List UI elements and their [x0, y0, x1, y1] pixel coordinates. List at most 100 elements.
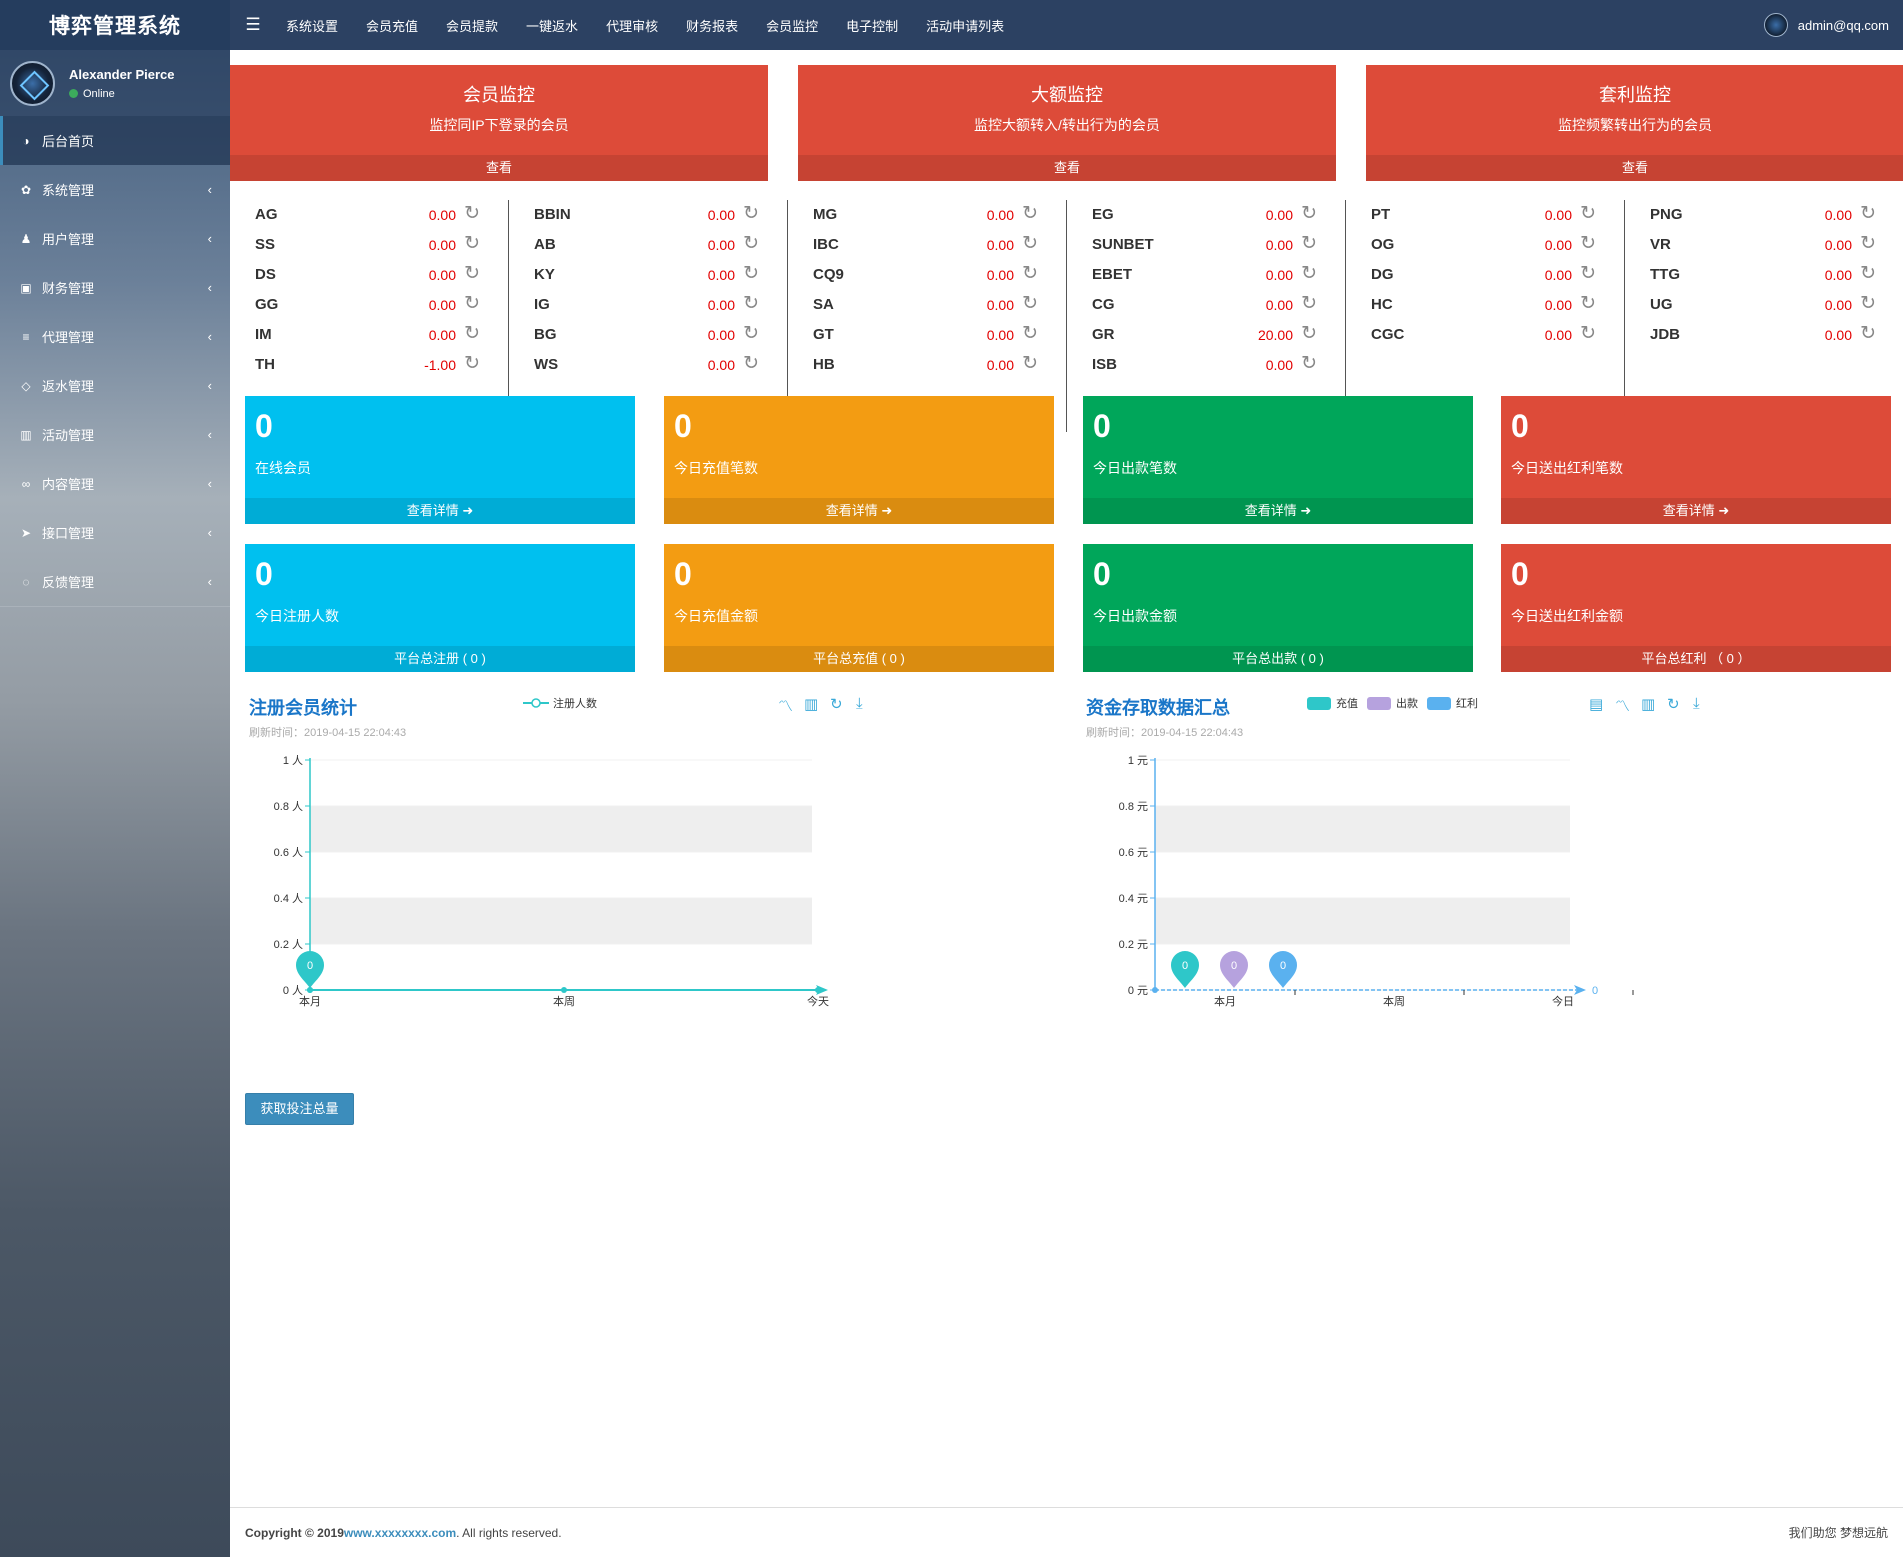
stat-footer-link[interactable]: 平台总出款 ( 0 ) — [1083, 646, 1473, 672]
line-chart-icon[interactable]: 〽 — [778, 698, 794, 715]
sidebar-item-code[interactable]: ◇ 返水管理 ‹ — [0, 361, 230, 410]
nav-link[interactable]: 代理审核 — [606, 18, 659, 34]
nav-link[interactable]: 会员充值 — [366, 18, 419, 34]
stat-footer-link[interactable]: 查看详情 ➜ — [1083, 498, 1473, 524]
refresh-icon[interactable]: ↻ — [1022, 233, 1038, 254]
reg-chart-legend[interactable]: 注册人数 — [523, 695, 597, 711]
bar-chart-icon[interactable]: ▥ — [804, 696, 819, 713]
monitor-view-button[interactable]: 查看 — [798, 155, 1336, 181]
refresh-icon[interactable]: ↻ — [464, 233, 480, 254]
chevron-left-icon: ‹ — [207, 525, 212, 540]
sidebar-item-list[interactable]: ≡ 代理管理 ‹ — [0, 312, 230, 361]
fund-chart-canvas: 0 元 0.2 元 0.4 元 0.6 元 0.8 元 1 元 0 本月 本周 今日 0 0 0 — [1119, 755, 1634, 1008]
refresh-icon[interactable]: ↻ — [743, 353, 759, 374]
refresh-icon[interactable]: ↻ — [1022, 263, 1038, 284]
refresh-icon[interactable]: ↻ — [1580, 233, 1596, 254]
refresh-icon[interactable]: ↻ — [1860, 293, 1876, 314]
y-tick-label: 0.8 人 — [274, 800, 303, 813]
refresh-icon[interactable]: ↻ — [1580, 323, 1596, 344]
refresh-icon[interactable]: ↻ — [1580, 263, 1596, 284]
refresh-icon[interactable]: ↻ — [1667, 696, 1680, 713]
refresh-icon[interactable]: ↻ — [464, 323, 480, 344]
game-row: BBIN 0.00 ↻ — [509, 200, 787, 230]
refresh-icon[interactable]: ↻ — [1580, 203, 1596, 224]
game-balance: 0.00 — [1544, 237, 1572, 253]
nav-link[interactable]: 会员监控 — [766, 18, 819, 34]
refresh-icon[interactable]: ↻ — [1301, 353, 1317, 374]
refresh-icon[interactable]: ↻ — [743, 233, 759, 254]
refresh-icon[interactable]: ↻ — [1301, 263, 1317, 284]
refresh-icon[interactable]: ↻ — [1022, 353, 1038, 374]
sidebar-item-gear[interactable]: ✿ 系统管理 ‹ — [0, 165, 230, 214]
legend-swatch[interactable] — [1307, 696, 1331, 710]
nav-link[interactable]: 电子控制 — [846, 18, 899, 34]
refresh-icon[interactable]: ↻ — [1301, 323, 1317, 344]
sidebar-item-link[interactable]: ∞ 内容管理 ‹ — [0, 459, 230, 508]
game-name: IG — [534, 296, 550, 313]
stat-footer-link[interactable]: 查看详情 ➜ — [1501, 498, 1891, 524]
get-bet-total-button[interactable]: 获取投注总量 — [245, 1093, 354, 1125]
sidebar-item-map[interactable]: ▥ 活动管理 ‹ — [0, 410, 230, 459]
data-view-icon[interactable]: ▤ — [1589, 696, 1604, 713]
stat-footer-link[interactable]: 平台总充值 ( 0 ) — [664, 646, 1054, 672]
refresh-icon[interactable]: ↻ — [464, 203, 480, 224]
stat-footer-link[interactable]: 平台总注册 ( 0 ) — [245, 646, 635, 672]
nav-link[interactable]: 会员提款 — [446, 18, 499, 34]
sidebar-item-send[interactable]: ➤ 接口管理 ‹ — [0, 508, 230, 557]
game-name: IBC — [813, 236, 839, 253]
refresh-icon[interactable]: ↻ — [1860, 263, 1876, 284]
chevron-left-icon: ‹ — [207, 476, 212, 491]
download-icon[interactable]: ⤓ — [856, 695, 863, 712]
refresh-icon[interactable]: ↻ — [743, 263, 759, 284]
refresh-icon[interactable]: ↻ — [464, 263, 480, 284]
monitor-view-button[interactable]: 查看 — [230, 155, 768, 181]
sidebar-item-users[interactable]: ♟ 用户管理 ‹ — [0, 214, 230, 263]
refresh-icon[interactable]: ↻ — [464, 353, 480, 374]
brand-logo[interactable]: 博弈管理系统 — [0, 0, 230, 50]
refresh-icon[interactable]: ↻ — [464, 293, 480, 314]
stat-footer-link[interactable]: 查看详情 ➜ — [245, 498, 635, 524]
nav-link[interactable]: 活动申请列表 — [926, 18, 1005, 34]
nav-user-menu[interactable]: admin@qq.com — [1763, 0, 1903, 50]
bar-chart-icon[interactable]: ▥ — [1641, 696, 1656, 713]
refresh-icon[interactable]: ↻ — [1022, 293, 1038, 314]
sidebar-item-money[interactable]: ▣ 财务管理 ‹ — [0, 263, 230, 312]
refresh-icon[interactable]: ↻ — [1301, 293, 1317, 314]
nav-link[interactable]: 一键返水 — [526, 18, 579, 34]
sidebar-toggle-icon[interactable]: ☰ — [245, 15, 261, 34]
refresh-icon[interactable]: ↻ — [830, 696, 843, 713]
download-icon[interactable]: ⤓ — [1693, 695, 1700, 712]
refresh-icon[interactable]: ↻ — [1022, 323, 1038, 344]
game-row: PT 0.00 ↻ — [1346, 200, 1624, 230]
y-tick-label: 1 元 — [1128, 755, 1148, 767]
sidebar-item-label: 用户管理 — [42, 232, 95, 247]
line-chart-icon[interactable]: 〽 — [1615, 698, 1631, 715]
sidebar-item-comment[interactable]: ◌ 反馈管理 ‹ — [0, 557, 230, 606]
stat-footer-link[interactable]: 平台总红利 （ 0 ） — [1501, 646, 1891, 672]
refresh-icon[interactable]: ↻ — [1301, 203, 1317, 224]
stat-box: 0 在线会员 查看详情 ➜ — [245, 396, 635, 524]
stat-number: 0 — [255, 408, 273, 444]
refresh-icon[interactable]: ↻ — [1860, 233, 1876, 254]
refresh-icon[interactable]: ↻ — [1860, 203, 1876, 224]
legend-swatch[interactable] — [1367, 696, 1391, 710]
stat-footer-link[interactable]: 查看详情 ➜ — [664, 498, 1054, 524]
nav-user-email: admin@qq.com — [1797, 17, 1889, 33]
user-panel: Alexander Pierce Online — [0, 50, 230, 116]
monitor-view-button[interactable]: 查看 — [1366, 155, 1903, 181]
refresh-icon[interactable]: ↻ — [743, 203, 759, 224]
nav-link[interactable]: 财务报表 — [686, 18, 739, 34]
sidebar-item-dashboard[interactable]: ◑ 后台首页 — [0, 116, 230, 165]
refresh-icon[interactable]: ↻ — [1860, 323, 1876, 344]
nav-link[interactable]: 系统设置 — [286, 18, 339, 34]
refresh-icon[interactable]: ↻ — [1580, 293, 1596, 314]
refresh-icon[interactable]: ↻ — [1301, 233, 1317, 254]
legend-swatch[interactable] — [1427, 696, 1451, 710]
refresh-icon[interactable]: ↻ — [743, 293, 759, 314]
refresh-icon[interactable]: ↻ — [1022, 203, 1038, 224]
game-balance: 0.00 — [428, 237, 456, 253]
refresh-icon[interactable]: ↻ — [743, 323, 759, 344]
legend-label: 充值 — [1336, 698, 1358, 710]
footer-link[interactable]: www.xxxxxxxx.com — [343, 1525, 457, 1540]
monitor-panel: 大额监控 监控大额转入/转出行为的会员 查看 — [798, 65, 1336, 181]
